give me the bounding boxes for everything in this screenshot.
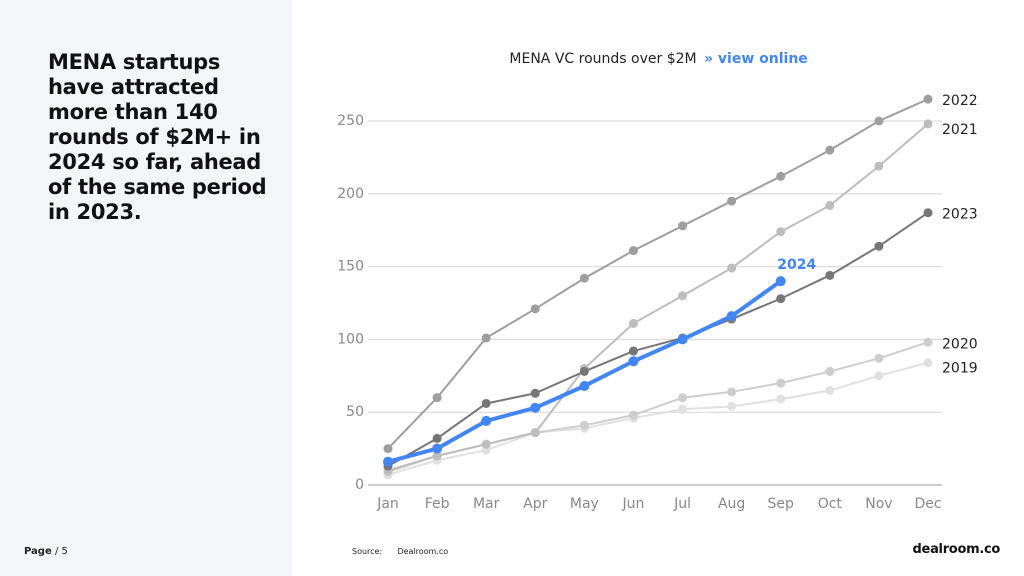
data-point: [874, 353, 884, 363]
data-point: [775, 276, 786, 287]
data-point: [727, 401, 737, 411]
chart-title: MENA VC rounds over $2M: [509, 51, 696, 67]
data-point: [628, 318, 638, 328]
view-online-link[interactable]: » view online: [704, 51, 808, 67]
data-point: [628, 346, 638, 356]
data-point: [481, 333, 491, 343]
data-point: [727, 387, 737, 397]
x-tick-label: Apr: [523, 496, 547, 512]
data-point: [481, 398, 491, 408]
x-tick-label: Nov: [865, 496, 892, 512]
x-tick-label: Jun: [622, 496, 645, 512]
data-point: [383, 456, 393, 467]
x-tick-label: May: [570, 496, 599, 512]
data-point: [825, 270, 835, 280]
data-point: [678, 221, 688, 231]
data-point: [923, 94, 933, 104]
data-point: [923, 119, 933, 129]
data-point: [383, 444, 393, 454]
x-tick-label: Aug: [718, 496, 745, 512]
series-label: 2021: [942, 122, 978, 138]
data-point: [579, 273, 589, 283]
series-line: [387, 361, 929, 476]
page-footer: Page / 5: [24, 546, 68, 557]
side-panel: [0, 0, 292, 576]
data-point: [825, 145, 835, 155]
series-line: [387, 98, 929, 450]
data-point: [727, 196, 737, 206]
y-tick-label: 150: [337, 259, 364, 275]
series-line: [387, 211, 929, 467]
series-label: 2019: [942, 361, 978, 377]
data-point: [678, 393, 688, 403]
data-point: [677, 334, 688, 345]
x-tick-label: Jul: [673, 496, 691, 512]
data-point: [923, 337, 933, 347]
data-point: [628, 356, 639, 367]
y-tick-label: 100: [337, 331, 364, 347]
series-label: 2024: [777, 257, 816, 273]
x-tick-label: Sep: [768, 496, 795, 512]
headline: MENA startups have attracted more than 1…: [48, 50, 267, 224]
data-point: [825, 385, 835, 395]
x-tick-label: Feb: [425, 496, 450, 512]
y-tick-label: 200: [337, 186, 364, 202]
data-point: [678, 404, 688, 414]
data-point: [776, 294, 786, 304]
data-point: [481, 439, 491, 449]
source-name: Dealroom.co: [397, 547, 449, 556]
data-point: [923, 358, 933, 368]
page-number: / 5: [54, 546, 68, 557]
data-point: [579, 380, 590, 391]
data-point: [432, 433, 442, 443]
y-tick-label: 0: [355, 477, 364, 493]
data-point: [432, 451, 442, 461]
data-point: [579, 420, 589, 430]
series-line: [387, 123, 929, 472]
data-point: [530, 402, 541, 413]
series-line: [387, 341, 929, 473]
data-point: [776, 227, 786, 237]
data-point: [530, 388, 540, 398]
data-point: [776, 378, 786, 388]
data-point: [923, 208, 933, 218]
data-point: [825, 200, 835, 210]
data-point: [825, 366, 835, 376]
source-label: Source:: [352, 547, 383, 556]
data-point: [432, 443, 443, 454]
data-point: [432, 393, 442, 403]
data-point: [678, 291, 688, 301]
data-point: [530, 304, 540, 314]
logo: dealroom.co: [912, 542, 1001, 557]
x-tick-label: Mar: [473, 496, 500, 512]
data-point: [726, 311, 737, 322]
data-point: [874, 116, 884, 126]
series-label: 2023: [942, 207, 978, 223]
y-tick-label: 50: [346, 404, 364, 420]
y-tick-label: 250: [337, 113, 364, 129]
data-point: [628, 246, 638, 256]
data-point: [628, 410, 638, 420]
data-point: [481, 415, 492, 426]
series-label: 2022: [942, 93, 978, 109]
data-point: [579, 366, 589, 376]
data-point: [874, 241, 884, 251]
x-tick-label: Oct: [818, 496, 843, 512]
page-label: Page: [24, 546, 52, 557]
series-label: 2020: [942, 336, 978, 352]
data-point: [874, 161, 884, 171]
data-point: [874, 371, 884, 381]
data-point: [776, 171, 786, 181]
x-tick-label: Jan: [376, 496, 399, 512]
data-point: [727, 263, 737, 273]
data-point: [776, 394, 786, 404]
source: Source: Dealroom.co: [352, 547, 448, 556]
data-point: [530, 428, 540, 438]
x-tick-label: Dec: [914, 496, 941, 512]
